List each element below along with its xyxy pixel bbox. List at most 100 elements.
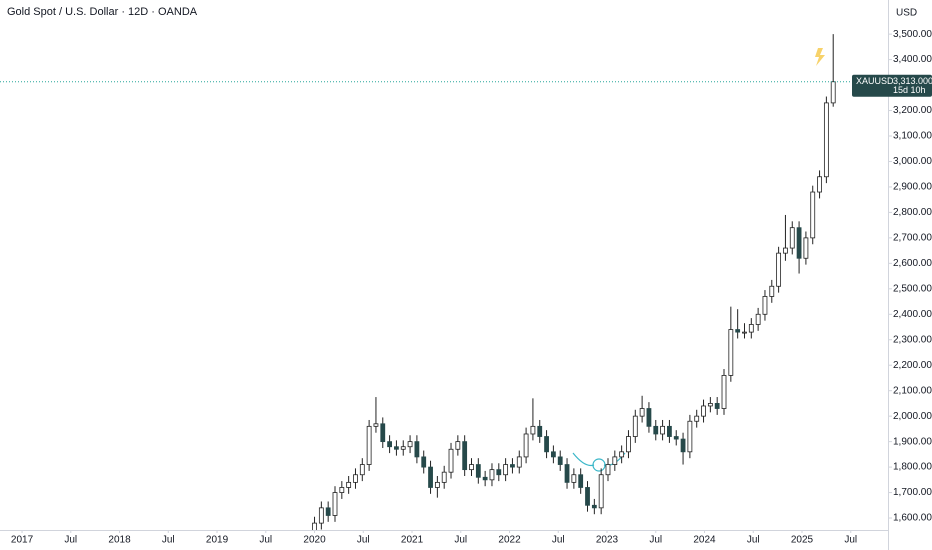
x-tick-label: Jul	[162, 535, 175, 546]
candle-body	[680, 438, 686, 453]
chart-title: Gold Spot / U.S. Dollar · 12D · OANDA	[7, 6, 198, 18]
candle-body	[626, 436, 631, 453]
candle-body	[400, 446, 406, 450]
currency-label: USD	[896, 8, 917, 19]
y-tick-label: 2,200.000	[893, 360, 932, 371]
candle-body	[544, 436, 549, 453]
y-tick-label: 2,800.000	[893, 207, 932, 218]
candle-body	[366, 425, 372, 465]
candle-body	[762, 296, 768, 315]
y-tick-label: 2,300.000	[893, 334, 932, 345]
candle-body	[421, 456, 427, 468]
y-tick-label: 2,600.000	[893, 258, 932, 269]
candle-body	[803, 237, 809, 259]
candle-body	[428, 466, 433, 488]
candle-body	[387, 441, 392, 448]
candle-body	[312, 522, 317, 530]
candle-body	[687, 420, 693, 453]
candle-body	[776, 252, 782, 287]
x-tick-label: Jul	[454, 535, 467, 546]
candle-body	[414, 441, 420, 458]
candle-body	[475, 464, 481, 478]
candle-body	[823, 102, 829, 178]
candle-body	[523, 433, 529, 458]
candle-body	[489, 469, 495, 481]
y-tick-label: 1,900.000	[893, 436, 932, 447]
x-tick-label: 2024	[693, 535, 716, 546]
y-tick-label: 3,000.000	[893, 156, 932, 167]
candle-body	[557, 456, 563, 465]
x-tick-label: Jul	[357, 535, 370, 546]
candle-body	[373, 423, 379, 427]
y-tick-label: 3,500.000	[893, 29, 932, 40]
candle-body	[353, 474, 358, 483]
y-tick-label: 3,200.000	[893, 105, 932, 116]
candle-body	[441, 471, 447, 483]
y-tick-label: 2,700.000	[893, 233, 932, 244]
x-tick-label: 2019	[206, 535, 229, 546]
candle-body	[359, 464, 365, 476]
candle-body	[701, 405, 706, 417]
candle-body	[667, 425, 672, 437]
candle-body	[550, 451, 556, 458]
candle-body	[407, 441, 413, 448]
candle-body	[332, 492, 338, 516]
candle-body	[482, 476, 488, 481]
candle-body	[564, 464, 570, 483]
candle-body	[783, 247, 788, 254]
candle-body	[632, 415, 638, 437]
candle-body	[585, 487, 590, 506]
candle-body	[707, 403, 713, 407]
candle-body	[605, 464, 611, 476]
candle-body	[325, 507, 331, 516]
y-tick-label: 2,400.000	[893, 309, 932, 320]
candle-body	[571, 474, 577, 483]
x-tick-label: 2018	[108, 535, 131, 546]
candle-body	[742, 331, 747, 334]
candle-body	[394, 446, 399, 450]
x-tick-label: Jul	[259, 535, 272, 546]
y-tick-label: 1,800.000	[893, 462, 932, 473]
candle-body	[694, 415, 700, 422]
candle-body	[455, 441, 461, 450]
candle-body	[530, 425, 536, 435]
y-tick-label: 1,600.000	[893, 513, 932, 524]
x-tick-label: Jul	[747, 535, 760, 546]
candle-body	[660, 425, 665, 435]
candle-body	[646, 408, 652, 427]
candle-body	[789, 227, 795, 249]
candle-body	[578, 474, 584, 488]
candle-body	[469, 464, 474, 471]
candle-body	[748, 324, 754, 333]
y-tick-label: 2,100.000	[893, 385, 932, 396]
candle-body	[448, 448, 454, 473]
symbol-label: XAUUSD	[856, 76, 894, 86]
candle-body	[769, 285, 775, 297]
last-price-label: 3,313.000	[893, 76, 932, 86]
candle-body	[318, 507, 324, 524]
candle-body	[462, 441, 468, 471]
x-tick-label: 2022	[498, 535, 521, 546]
candle-body	[496, 469, 502, 476]
candle-body	[817, 176, 822, 193]
candle-body	[434, 481, 440, 488]
x-tick-label: Jul	[552, 535, 565, 546]
candle-body	[796, 227, 802, 259]
x-tick-label: Jul	[844, 535, 857, 546]
x-tick-label: 2025	[791, 535, 814, 546]
y-tick-label: 2,900.000	[893, 182, 932, 193]
candle-body	[591, 504, 597, 509]
x-tick-label: Jul	[64, 535, 77, 546]
countdown-label: 15d 10h	[893, 85, 926, 95]
candle-body	[653, 425, 659, 435]
x-tick-label: 2017	[11, 535, 34, 546]
price-label-box	[852, 74, 932, 97]
candle-body	[830, 81, 836, 104]
lightning-icon	[815, 48, 825, 66]
candle-body	[503, 464, 509, 476]
candle-body	[714, 403, 720, 409]
candle-body	[346, 481, 352, 488]
candle-body	[735, 329, 741, 333]
y-tick-label: 1,700.000	[893, 487, 932, 498]
